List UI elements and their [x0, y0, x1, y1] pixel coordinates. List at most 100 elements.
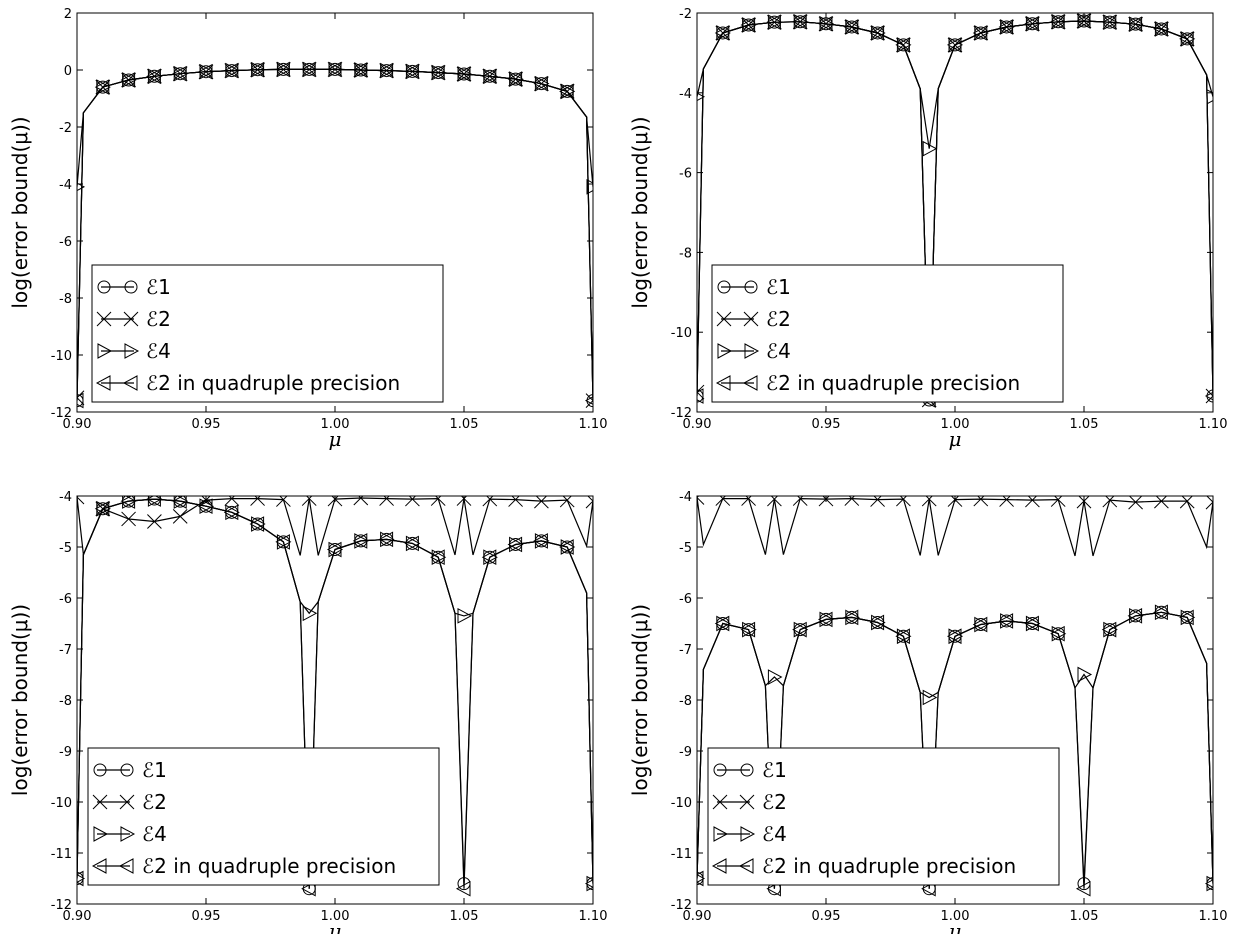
data-point	[1127, 608, 1143, 624]
data-point	[559, 83, 574, 100]
data-point	[77, 870, 84, 887]
data-point	[197, 498, 213, 515]
data-point	[896, 496, 911, 507]
legend-marker	[124, 280, 138, 294]
data-point	[481, 68, 497, 85]
legend-marker	[739, 794, 755, 810]
y-tick-label: -10	[671, 796, 692, 811]
data-point	[1101, 14, 1117, 31]
y-axis-label: log(error bound(μ))	[8, 116, 32, 308]
legend-marker	[96, 311, 112, 327]
legend-label-1: ℰ1	[766, 275, 791, 299]
legend-marker	[124, 343, 140, 359]
legend-label-3: ℰ4	[762, 822, 787, 846]
data-point	[352, 62, 368, 78]
data-point	[869, 25, 885, 41]
data-point	[455, 66, 471, 82]
y-tick-label: -4	[59, 178, 72, 193]
data-point	[533, 75, 548, 92]
y-tick-label: -6	[59, 235, 72, 250]
data-point	[457, 608, 473, 624]
legend-marker	[716, 311, 732, 327]
series-2	[697, 496, 1213, 557]
data-point	[1050, 625, 1065, 642]
legend-label-3: ℰ4	[142, 822, 167, 846]
x-tick-label: 0.95	[812, 417, 841, 432]
legend-label-1: ℰ1	[762, 758, 787, 782]
data-point	[172, 496, 187, 509]
data-point	[792, 496, 808, 506]
legend: ℰ1 ℰ2 ℰ4 ℰ2 in quadruple precision	[707, 747, 1060, 886]
data-point	[120, 496, 136, 509]
data-point	[817, 15, 833, 32]
data-point	[172, 65, 187, 82]
chart-1: 0.90 0.95 1.00 1.05 1.10 2 0 -2 -4 -6 -8 -10 -12 μ log…	[8, 7, 607, 451]
data-point	[1101, 621, 1117, 638]
data-point	[697, 870, 704, 887]
data-point	[1205, 496, 1213, 510]
data-point	[921, 496, 937, 507]
legend-marker	[711, 858, 727, 874]
data-point	[352, 533, 368, 549]
data-point	[275, 534, 290, 550]
data-point	[326, 541, 342, 558]
legend-marker	[93, 826, 109, 842]
x-tick-label: 1.10	[1199, 909, 1228, 924]
legend-label-4: ℰ2 in quadruple precision	[146, 371, 400, 395]
x-tick-label: 1.05	[450, 417, 479, 432]
data-point	[559, 539, 574, 555]
data-point	[767, 496, 782, 507]
data-point	[1205, 388, 1213, 404]
data-point	[353, 496, 369, 506]
data-point	[508, 496, 523, 507]
data-point	[1050, 13, 1065, 30]
series-line	[697, 20, 1213, 149]
y-tick-label: -12	[671, 406, 692, 421]
data-point	[998, 19, 1014, 35]
data-point	[249, 61, 265, 78]
x-axis-label: μ	[949, 919, 962, 934]
data-point	[533, 533, 548, 549]
y-tick-label: -7	[679, 643, 692, 658]
data-point	[766, 14, 781, 31]
data-point	[430, 64, 445, 81]
y-tick-label: -12	[51, 898, 72, 913]
data-point	[697, 496, 705, 505]
data-point	[741, 496, 756, 506]
x-tick-label: 0.90	[63, 417, 92, 432]
data-point	[1179, 31, 1194, 47]
legend-label-2: ℰ2	[766, 307, 791, 331]
chart-2: 0.90 0.95 1.00 1.05 1.10 -2 -4 -6 -8 -10 -12 μ log(e…	[628, 7, 1227, 451]
legend-label-4: ℰ2 in quadruple precision	[142, 854, 396, 878]
data-point	[1128, 496, 1143, 510]
legend-marker	[123, 311, 139, 327]
data-point	[77, 390, 85, 406]
legend-marker	[740, 826, 756, 842]
x-tick-label: 0.90	[683, 417, 712, 432]
data-point	[301, 496, 317, 506]
legend-label-2: ℰ2	[142, 790, 167, 814]
y-tick-label: -4	[679, 87, 692, 102]
data-point	[973, 496, 989, 507]
data-point	[223, 62, 239, 79]
data-point	[922, 689, 938, 706]
legend-marker	[742, 375, 758, 391]
legend-marker	[715, 375, 731, 391]
data-point	[378, 62, 394, 79]
data-point	[302, 605, 318, 622]
data-point	[946, 37, 962, 53]
data-point	[697, 388, 704, 404]
y-tick-label: -10	[51, 796, 72, 811]
data-point	[922, 140, 938, 157]
series-line	[697, 20, 1213, 401]
y-axis-label: log(error bound(μ))	[628, 116, 652, 308]
y-tick-label: -5	[679, 541, 692, 556]
x-tick-label: 1.05	[450, 909, 479, 924]
data-point	[972, 25, 988, 41]
y-tick-label: -9	[679, 745, 692, 760]
series-4	[77, 496, 593, 897]
data-point	[844, 496, 860, 506]
x-axis-label: μ	[329, 919, 342, 934]
series-line	[77, 68, 593, 401]
legend-marker	[97, 280, 111, 294]
